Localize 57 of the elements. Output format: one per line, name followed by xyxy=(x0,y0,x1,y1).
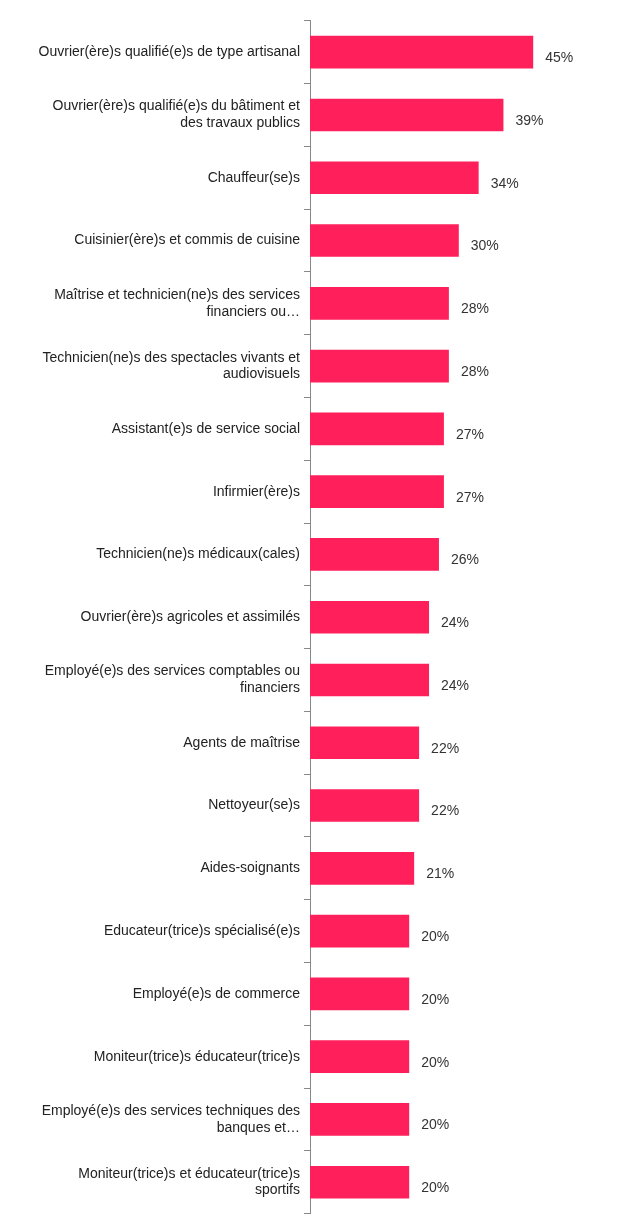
bar xyxy=(310,726,420,760)
y-tick-label: Moniteur(trice)s éducateur(trice)s xyxy=(93,1047,300,1064)
data-label: 34% xyxy=(490,174,519,191)
data-label: 20% xyxy=(421,927,450,944)
data-label: 22% xyxy=(431,802,460,819)
y-tick-label: Nettoyeur(se)s xyxy=(208,796,300,813)
data-label: 30% xyxy=(470,237,499,254)
data-label: 20% xyxy=(421,990,450,1007)
bar xyxy=(310,851,415,885)
y-tick-label: Assistant(e)s de service social xyxy=(111,419,300,436)
bar xyxy=(310,914,410,948)
bar xyxy=(310,98,504,132)
data-label: 20% xyxy=(421,1053,450,1070)
data-label: 27% xyxy=(455,488,484,505)
y-tick-label: Infirmier(ère)s xyxy=(212,482,300,499)
bar xyxy=(310,1103,410,1136)
data-label: 39% xyxy=(515,111,544,128)
y-tick-label: Employé(e)s des services comptables ou financiers xyxy=(44,662,300,696)
bar xyxy=(310,224,459,257)
bar xyxy=(310,1040,410,1073)
y-tick-label: Employé(e)s de commerce xyxy=(132,984,301,1001)
bar xyxy=(310,789,420,822)
y-tick-label: Educateur(trice)s spécialisé(e)s xyxy=(103,921,300,938)
bar xyxy=(310,600,430,634)
data-label: 20% xyxy=(421,1179,450,1196)
y-tick-label: Ouvrier(ère)s qualifié(e)s de type artisanal xyxy=(38,43,300,60)
bar xyxy=(310,412,444,446)
y-tick-label: Technicien(ne)s médicaux(cales) xyxy=(96,545,300,562)
data-label: 21% xyxy=(426,865,455,882)
data-label: 27% xyxy=(455,425,484,442)
y-tick-label: Maîtrise et technicien(ne)s des services financiers ou… xyxy=(54,285,300,319)
data-label: 45% xyxy=(545,49,574,66)
data-label: 24% xyxy=(441,614,470,631)
y-tick-label: Cuisinier(ère)s et commis de cuisine xyxy=(74,231,301,248)
bar xyxy=(310,663,430,697)
y-tick-label: Chauffeur(se)s xyxy=(207,168,300,185)
y-tick-label: Agents de maîtrise xyxy=(183,733,301,750)
bar xyxy=(310,977,410,1011)
bar xyxy=(310,475,444,508)
bar xyxy=(310,349,449,383)
bar xyxy=(310,35,534,69)
bar xyxy=(310,286,449,320)
y-tick-label: Moniteur(trice)s et éducateur(trice)s sportifs xyxy=(78,1164,300,1198)
bar xyxy=(310,161,479,195)
bar xyxy=(310,1165,410,1199)
y-tick-label: Ouvrier(ère)s qualifié(e)s du bâtiment et des travaux publics xyxy=(52,97,301,131)
y-tick-label: Ouvrier(ère)s agricoles et assimilés xyxy=(80,608,300,625)
data-label: 28% xyxy=(460,300,489,317)
data-label: 20% xyxy=(421,1116,450,1133)
y-tick-label: Technicien(ne)s des spectacles vivants et audiovisuels xyxy=(42,348,301,382)
data-label: 22% xyxy=(431,739,460,756)
y-tick-label: Aides-soignants xyxy=(200,859,300,876)
data-label: 24% xyxy=(441,676,470,693)
data-label: 28% xyxy=(460,362,489,379)
data-label: 26% xyxy=(450,551,479,568)
bar xyxy=(310,538,439,571)
y-tick-label: Employé(e)s des services techniques des banques et… xyxy=(41,1101,300,1135)
